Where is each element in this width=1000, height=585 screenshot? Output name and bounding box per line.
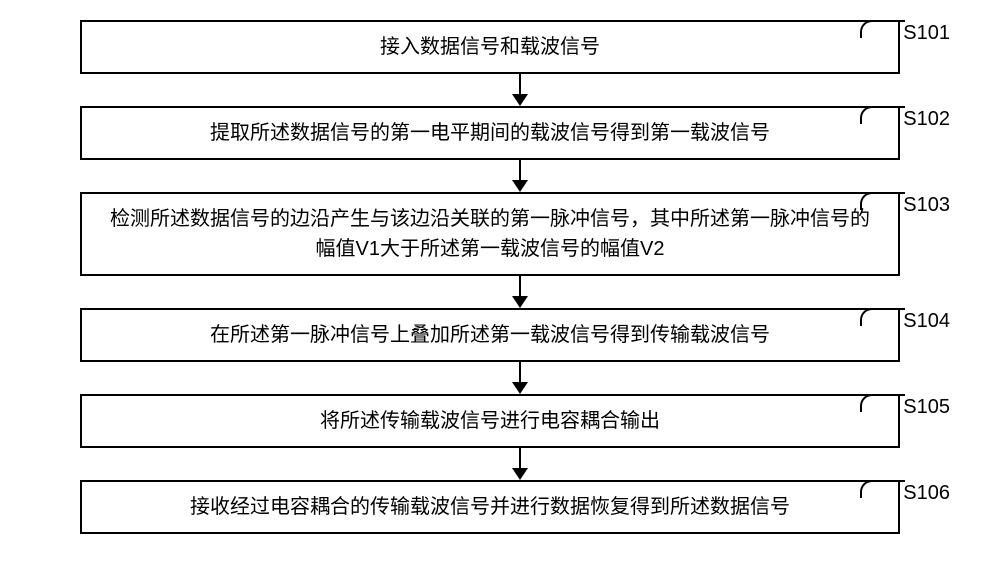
step-text: 接收经过电容耦合的传输载波信号并进行数据恢复得到所述数据信号: [190, 492, 790, 522]
arrow-2: [110, 160, 930, 192]
arrow-head: [512, 382, 528, 394]
arrow-5: [110, 448, 930, 480]
label-connector: [860, 394, 905, 412]
step-text: 检测所述数据信号的边沿产生与该边沿关联的第一脉冲信号，其中所述第一脉冲信号的幅值…: [102, 204, 878, 264]
arrow-head: [512, 94, 528, 106]
label-connector: [860, 480, 905, 498]
step-row-5: 将所述传输载波信号进行电容耦合输出 S105: [40, 394, 960, 448]
arrow-head: [512, 180, 528, 192]
step-label-s103: S103: [903, 194, 950, 217]
step-row-6: 接收经过电容耦合的传输载波信号并进行数据恢复得到所述数据信号 S106: [40, 480, 960, 534]
label-connector: [860, 106, 905, 124]
step-label-s106: S106: [903, 482, 950, 505]
step-box-s106: 接收经过电容耦合的传输载波信号并进行数据恢复得到所述数据信号: [80, 480, 900, 534]
arrow-head: [512, 296, 528, 308]
step-text: 提取所述数据信号的第一电平期间的载波信号得到第一载波信号: [210, 118, 770, 148]
label-connector: [860, 308, 905, 326]
arrow-head: [512, 468, 528, 480]
step-row-1: 接入数据信号和载波信号 S101: [40, 20, 960, 74]
step-box-s103: 检测所述数据信号的边沿产生与该边沿关联的第一脉冲信号，其中所述第一脉冲信号的幅值…: [80, 192, 900, 276]
step-label-s105: S105: [903, 396, 950, 419]
arrow-3: [110, 276, 930, 308]
label-connector: [860, 20, 905, 38]
step-row-2: 提取所述数据信号的第一电平期间的载波信号得到第一载波信号 S102: [40, 106, 960, 160]
step-label-s101: S101: [903, 22, 950, 45]
step-box-s104: 在所述第一脉冲信号上叠加所述第一载波信号得到传输载波信号: [80, 308, 900, 362]
arrow-line: [519, 74, 521, 96]
arrow-1: [110, 74, 930, 106]
step-text: 接入数据信号和载波信号: [380, 32, 600, 62]
step-text: 将所述传输载波信号进行电容耦合输出: [320, 406, 660, 436]
arrow-4: [110, 362, 930, 394]
arrow-line: [519, 160, 521, 182]
step-label-s102: S102: [903, 108, 950, 131]
arrow-line: [519, 448, 521, 470]
arrow-line: [519, 276, 521, 298]
flowchart-container: 接入数据信号和载波信号 S101 提取所述数据信号的第一电平期间的载波信号得到第…: [40, 20, 960, 534]
step-box-s102: 提取所述数据信号的第一电平期间的载波信号得到第一载波信号: [80, 106, 900, 160]
step-label-s104: S104: [903, 310, 950, 333]
step-box-s101: 接入数据信号和载波信号: [80, 20, 900, 74]
arrow-line: [519, 362, 521, 384]
step-text: 在所述第一脉冲信号上叠加所述第一载波信号得到传输载波信号: [210, 320, 770, 350]
step-row-4: 在所述第一脉冲信号上叠加所述第一载波信号得到传输载波信号 S104: [40, 308, 960, 362]
label-connector: [860, 192, 905, 210]
step-row-3: 检测所述数据信号的边沿产生与该边沿关联的第一脉冲信号，其中所述第一脉冲信号的幅值…: [40, 192, 960, 276]
step-box-s105: 将所述传输载波信号进行电容耦合输出: [80, 394, 900, 448]
